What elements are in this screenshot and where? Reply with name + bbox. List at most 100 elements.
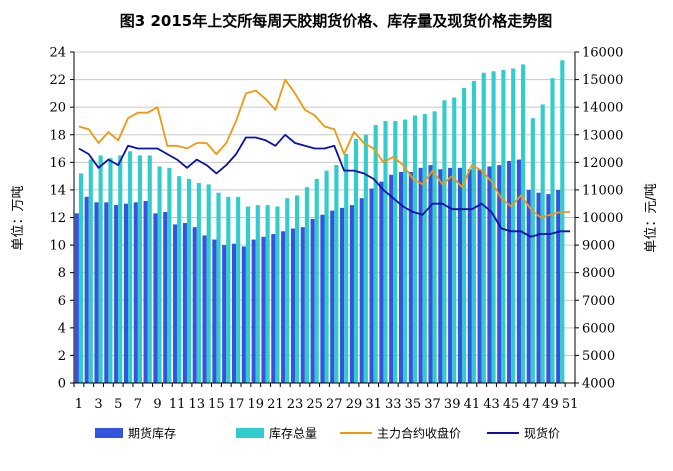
total-stock-bar xyxy=(245,206,251,383)
total-stock-bar xyxy=(285,198,290,383)
total-stock-bar xyxy=(304,187,309,383)
futures-stock-bar xyxy=(202,235,207,383)
x-tick-label: 41 xyxy=(464,397,481,412)
total-stock-bar xyxy=(412,115,418,384)
futures-stock-bar xyxy=(526,189,531,383)
x-tick-label: 17 xyxy=(228,397,245,412)
total-stock-bar xyxy=(363,134,368,383)
right-tick-label: 13000 xyxy=(582,128,623,143)
futures-stock-bar xyxy=(477,169,482,383)
x-tick-label: 37 xyxy=(424,397,441,412)
total-stock-bar xyxy=(383,120,388,383)
total-stock-bar xyxy=(226,196,231,383)
main-contract-close-line xyxy=(78,78,571,219)
futures-stock-bar xyxy=(290,228,296,383)
x-tick-label: 35 xyxy=(405,397,422,412)
futures-stock-bar xyxy=(320,214,325,383)
x-tick-label: 19 xyxy=(247,397,264,412)
futures-stock-bar xyxy=(428,165,433,383)
total-stock-bar xyxy=(491,71,496,383)
left-tick-label: 2 xyxy=(58,349,66,364)
total-stock-bar xyxy=(78,173,84,383)
futures-stock-bar xyxy=(418,167,423,383)
legend-label: 期货库存 xyxy=(128,426,176,441)
total-stock-bar xyxy=(275,206,280,383)
futures-stock-bar xyxy=(143,200,148,383)
futures-stock-bar xyxy=(281,231,286,383)
x-tick-label: 47 xyxy=(523,397,540,412)
futures-stock-bar xyxy=(74,213,79,383)
x-tick-label: 5 xyxy=(114,397,122,412)
total-stock-bar xyxy=(511,68,516,384)
futures-stock-bars xyxy=(74,159,561,383)
right-axis-title: 单位：元/吨 xyxy=(644,183,659,252)
x-tick-label: 33 xyxy=(385,397,402,412)
x-tick-label: 9 xyxy=(153,397,161,412)
legend-label: 现货价 xyxy=(524,426,560,441)
legend-swatch xyxy=(95,428,123,438)
left-tick-label: 0 xyxy=(58,377,66,392)
chart-title: 图3 2015年上交所每周天胶期货价格、库存量及现货价格走势图 xyxy=(120,12,552,30)
total-stock-bar xyxy=(550,78,555,384)
axes xyxy=(70,51,579,387)
futures-stock-bar xyxy=(516,159,521,383)
x-tick-label: 45 xyxy=(503,397,520,412)
total-stock-bar xyxy=(157,166,162,383)
left-tick-label: 14 xyxy=(49,183,66,198)
spot-price-line xyxy=(78,133,571,238)
total-stock-bar xyxy=(540,104,545,384)
total-stock-bar xyxy=(137,155,142,383)
futures-stock-bar xyxy=(182,223,187,383)
futures-stock-bar xyxy=(114,205,119,383)
total-stock-bar xyxy=(422,114,427,383)
left-tick-label: 18 xyxy=(49,128,66,143)
x-tick-label: 51 xyxy=(562,397,579,412)
total-stock-bar xyxy=(560,60,565,384)
right-axis-tick-labels: 4000 5000 6000 7000 8000 9000 10000 11000 12000 1… xyxy=(582,46,623,392)
futures-stock-bar xyxy=(467,169,472,383)
futures-stock-bar xyxy=(556,189,561,383)
futures-stock-bar xyxy=(104,202,109,383)
x-tick-label: 15 xyxy=(208,397,225,412)
futures-stock-bar xyxy=(448,167,453,383)
left-tick-label: 8 xyxy=(58,266,66,281)
futures-stock-bar xyxy=(123,203,129,383)
legend-label: 主力合约收盘价 xyxy=(377,426,461,441)
left-tick-label: 16 xyxy=(49,156,66,171)
total-stock-bar xyxy=(324,170,329,383)
total-stock-bar xyxy=(255,205,260,383)
futures-stock-bar xyxy=(261,236,266,383)
right-tick-label: 14000 xyxy=(582,101,623,116)
futures-stock-bar xyxy=(487,166,492,383)
total-stock-bar xyxy=(118,155,123,383)
futures-stock-bar xyxy=(94,202,99,383)
futures-stock-bar xyxy=(133,202,138,383)
total-stock-bar xyxy=(314,178,319,383)
total-stock-bars xyxy=(78,60,565,384)
total-stock-bar xyxy=(462,87,467,383)
futures-stock-bar xyxy=(192,227,197,383)
futures-stock-bar xyxy=(300,227,305,383)
total-stock-bar xyxy=(128,151,133,383)
total-stock-bar xyxy=(403,119,408,384)
futures-stock-bar xyxy=(241,246,246,383)
futures-stock-bar xyxy=(271,234,276,383)
futures-stock-bar xyxy=(84,196,89,383)
total-stock-bar xyxy=(471,80,476,384)
spot-price-series xyxy=(78,133,571,238)
legend: 期货库存 库存总量 主力合约收盘价 现货价 xyxy=(95,426,560,441)
futures-stock-bar xyxy=(310,218,315,383)
total-stock-bar xyxy=(216,192,221,383)
total-stock-bar xyxy=(196,183,201,383)
futures-stock-bar xyxy=(438,169,443,383)
x-tick-label: 29 xyxy=(346,397,363,412)
futures-stock-bar xyxy=(359,198,364,383)
total-stock-bar xyxy=(206,184,211,383)
right-tick-label: 12000 xyxy=(582,156,623,171)
total-stock-bar xyxy=(452,97,457,383)
x-tick-label: 49 xyxy=(542,397,559,412)
total-stock-bar xyxy=(481,72,486,383)
x-tick-label: 43 xyxy=(483,397,500,412)
